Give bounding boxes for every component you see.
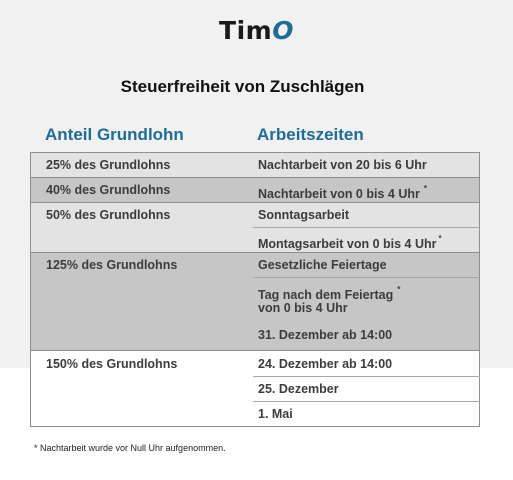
time-cell: Nachtarbeit von 20 bis 6 Uhr xyxy=(258,158,427,172)
surcharge-table xyxy=(30,152,480,427)
row-divider xyxy=(30,177,480,178)
rate-cell: 125% des Grundlohns xyxy=(46,258,178,272)
row-group-150 xyxy=(30,350,480,427)
time-cell: 25. Dezember xyxy=(258,382,339,396)
footnote: * Nachtarbeit wurde vor Null Uhr aufgeno… xyxy=(34,443,226,453)
rate-cell: 40% des Grundlohns xyxy=(46,183,171,197)
row-divider xyxy=(30,202,480,203)
rate-cell: 25% des Grundlohns xyxy=(46,158,171,172)
sub-row-divider xyxy=(253,277,480,278)
column-header-grundlohn: Anteil Grundlohn xyxy=(45,125,184,144)
row-divider xyxy=(30,252,480,253)
rate-cell: 50% des Grundlohns xyxy=(46,208,171,222)
time-cell: 24. Dezember ab 14:00 xyxy=(258,357,393,371)
row-divider xyxy=(30,350,480,351)
rate-cell: 150% des Grundlohns xyxy=(46,357,178,371)
row-group-40 xyxy=(30,177,480,202)
time-cell: Montagsarbeit von 0 bis 4 Uhr * xyxy=(258,234,442,252)
sub-row-divider xyxy=(253,227,480,228)
time-cell: 1. Mai xyxy=(258,407,293,421)
asterisk-mark: * xyxy=(423,184,427,193)
time-cell: Tag nach dem Feiertag * xyxy=(258,285,401,303)
asterisk-mark: * xyxy=(397,285,401,294)
row-group-25 xyxy=(30,152,480,177)
sub-row-divider xyxy=(253,376,480,377)
time-cell: von 0 bis 4 Uhr xyxy=(258,301,348,315)
row-group-125 xyxy=(30,252,480,350)
sub-row-divider xyxy=(253,401,480,402)
time-cell: Sonntagsarbeit xyxy=(258,208,349,222)
column-header-arbeitszeiten: Arbeitszeiten xyxy=(257,125,364,144)
asterisk-mark: * xyxy=(438,234,442,243)
time-cell: Gesetzliche Feiertage xyxy=(258,258,387,272)
timo-logo: TimO xyxy=(219,16,294,45)
time-cell: 31. Dezember ab 14:00 xyxy=(258,328,393,342)
time-cell: Nachtarbeit von 0 bis 4 Uhr * xyxy=(258,184,427,202)
page-title: Steuerfreiheit von Zuschlägen xyxy=(120,77,365,96)
